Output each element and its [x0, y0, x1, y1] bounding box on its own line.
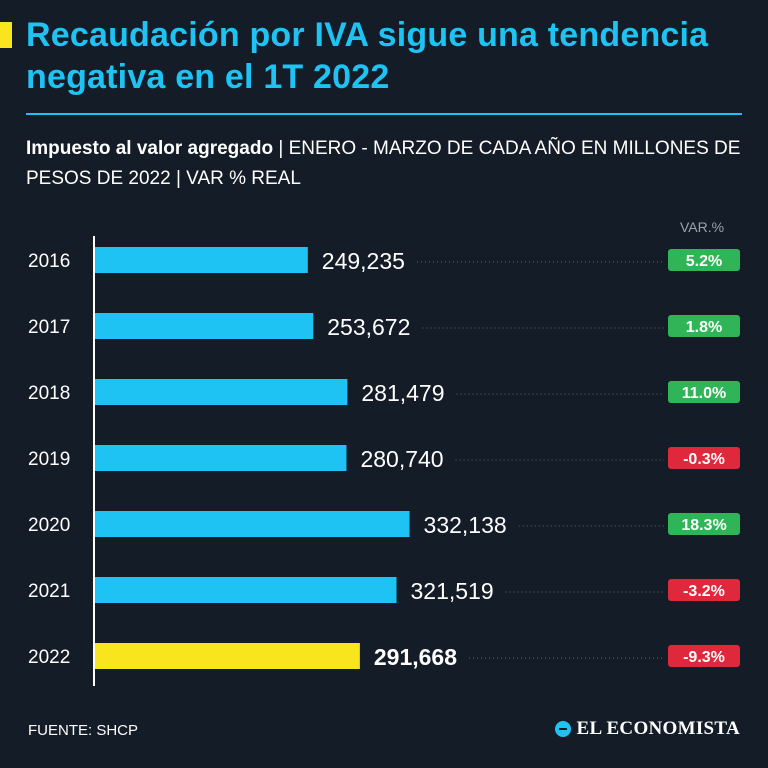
- var-badge-positive: [668, 381, 740, 403]
- bar: [95, 445, 347, 471]
- var-label: -0.3%: [683, 451, 725, 468]
- var-label: 1.8%: [686, 319, 722, 336]
- year-label: 2021: [28, 581, 70, 602]
- var-label: 5.2%: [686, 253, 722, 270]
- source-note: FUENTE: SHCP: [28, 722, 139, 739]
- year-label: 2022: [28, 647, 70, 668]
- year-label: 2016: [28, 251, 70, 272]
- value-label: 280,740: [360, 446, 443, 472]
- bar: [95, 313, 314, 339]
- var-badge-negative: [668, 579, 740, 601]
- var-label: 18.3%: [681, 517, 726, 534]
- var-badge-positive: [668, 315, 740, 337]
- chart-subtitle: Impuesto al valor agregado | ENERO - MAR…: [26, 134, 746, 194]
- value-label: 291,668: [374, 644, 457, 670]
- year-label: 2018: [28, 383, 70, 404]
- bar: [95, 511, 410, 537]
- bar: [95, 379, 348, 405]
- var-badge-negative: [668, 447, 740, 469]
- bar: [95, 247, 308, 273]
- title-accent-bar: [0, 22, 12, 48]
- brand-name: EL ECONOMISTA: [576, 718, 740, 739]
- var-badge-negative: [668, 645, 740, 667]
- var-label: 11.0%: [682, 385, 726, 402]
- subtitle-details: | ENERO - MARZO DE CADA AÑO EN MILLONES …: [26, 138, 741, 189]
- var-label: -3.2%: [683, 583, 725, 600]
- var-label: -9.3%: [683, 649, 725, 666]
- value-label: 321,519: [411, 578, 494, 604]
- bar-highlight: [95, 643, 360, 669]
- bar: [95, 577, 397, 603]
- year-label: 2019: [28, 449, 70, 470]
- value-label: 332,138: [424, 512, 507, 538]
- title-divider: [26, 113, 742, 115]
- value-label: 253,672: [327, 314, 410, 340]
- var-badge-positive: [668, 513, 740, 535]
- brand-logo: EL ECONOMISTA: [554, 718, 741, 740]
- year-label: 2020: [28, 515, 70, 536]
- brand-icon: [554, 721, 571, 737]
- chart-title: Recaudación por IVA sigue una tendencia …: [26, 16, 709, 96]
- subtitle-bold: Impuesto al valor agregado: [26, 138, 274, 159]
- var-badge-positive: [668, 249, 740, 271]
- value-label: 249,235: [322, 248, 405, 274]
- value-label: 281,479: [361, 380, 444, 406]
- year-label: 2017: [28, 317, 70, 338]
- var-header: VAR.%: [680, 219, 724, 235]
